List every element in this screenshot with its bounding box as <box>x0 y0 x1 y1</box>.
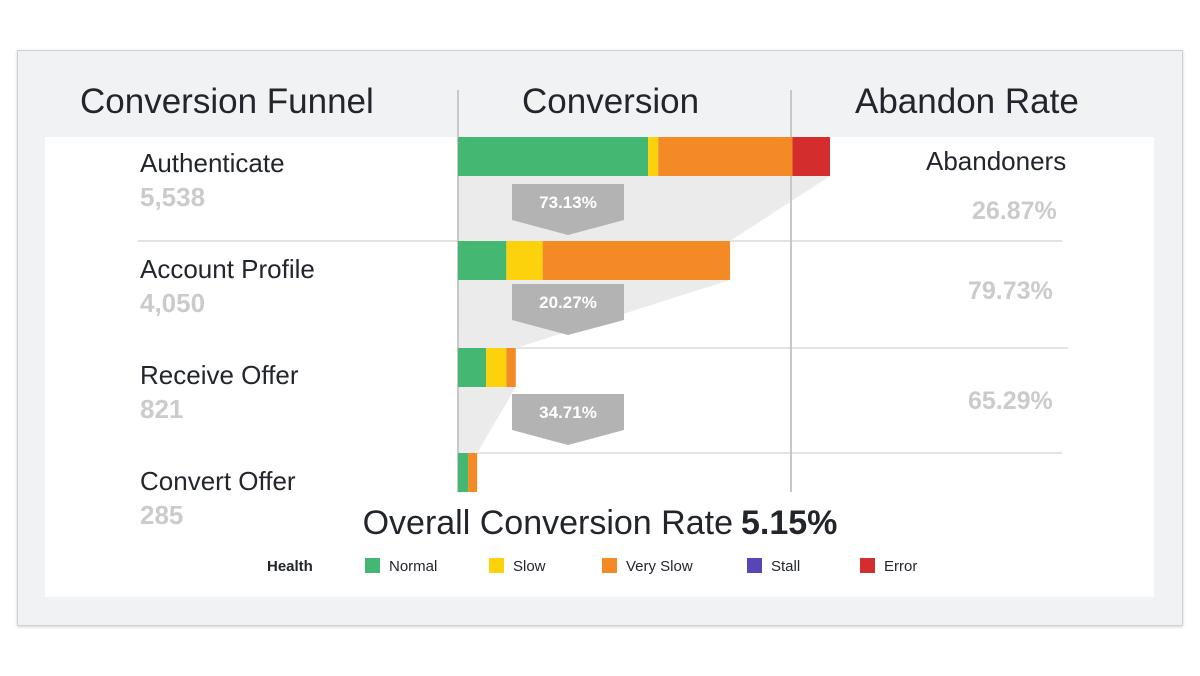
legend-swatch-error <box>860 558 875 573</box>
step-count-convert-offer: 285 <box>140 500 184 530</box>
bar-very-slow-convert-offer <box>468 453 478 492</box>
conversion-rate-label: 34.71% <box>539 403 597 422</box>
bar-slow-authenticate <box>648 137 659 176</box>
bar-normal-convert-offer <box>458 453 469 492</box>
header-abandon-rate: Abandon Rate <box>855 82 1079 121</box>
overall-conversion-label: Overall Conversion Rate <box>362 504 733 542</box>
legend-label-stall: Stall <box>771 558 801 575</box>
legend-label-very-slow: Very Slow <box>626 558 693 575</box>
header-conversion-funnel: Conversion Funnel <box>80 82 374 121</box>
legend-swatch-stall <box>747 558 762 573</box>
legend-label-normal: Normal <box>389 558 438 575</box>
health-legend: Health Normal Slow Very Slow Stall Error <box>0 556 1200 578</box>
bar-slow-account-profile <box>506 241 543 280</box>
funnel-connector <box>458 387 516 453</box>
bar-normal-account-profile <box>458 241 507 280</box>
header-conversion: Conversion <box>522 82 700 121</box>
step-label-authenticate: Authenticate <box>140 148 285 178</box>
conversion-badge <box>512 394 624 445</box>
step-label-convert-offer: Convert Offer <box>140 466 296 496</box>
step-label-receive-offer: Receive Offer <box>140 360 299 390</box>
step-label-account-profile: Account Profile <box>140 254 315 284</box>
bar-very-slow-account-profile <box>542 241 731 280</box>
abandoners-label: Abandoners <box>926 146 1067 176</box>
conversion-badge <box>512 284 624 335</box>
abandon-rate-authenticate: 26.87% <box>972 197 1057 225</box>
legend-swatch-very-slow <box>602 558 617 573</box>
bar-very-slow-authenticate <box>658 137 793 176</box>
bar-normal-authenticate <box>458 137 649 176</box>
legend-swatch-normal <box>365 558 380 573</box>
overall-conversion: Overall Conversion Rate 5.15% <box>0 502 1200 544</box>
legend-title: Health <box>267 558 313 575</box>
legend-swatch-slow <box>489 558 504 573</box>
conversion-rate-label: 20.27% <box>539 293 597 312</box>
bar-very-slow-receive-offer <box>506 348 516 387</box>
overall-conversion-value: 5.15% <box>740 504 838 542</box>
abandon-rate-receive-offer: 65.29% <box>968 387 1053 415</box>
step-count-authenticate: 5,538 <box>140 182 206 212</box>
abandon-rate-account-profile: 79.73% <box>968 277 1053 305</box>
step-count-receive-offer: 821 <box>140 394 184 424</box>
bar-slow-receive-offer <box>486 348 507 387</box>
legend-label-error: Error <box>884 558 918 575</box>
conversion-rate-label: 73.13% <box>539 193 597 212</box>
step-count-account-profile: 4,050 <box>140 288 206 318</box>
bar-normal-receive-offer <box>458 348 487 387</box>
conversion-badge <box>512 184 624 235</box>
legend-label-slow: Slow <box>513 558 546 575</box>
bar-error-authenticate <box>792 137 830 176</box>
